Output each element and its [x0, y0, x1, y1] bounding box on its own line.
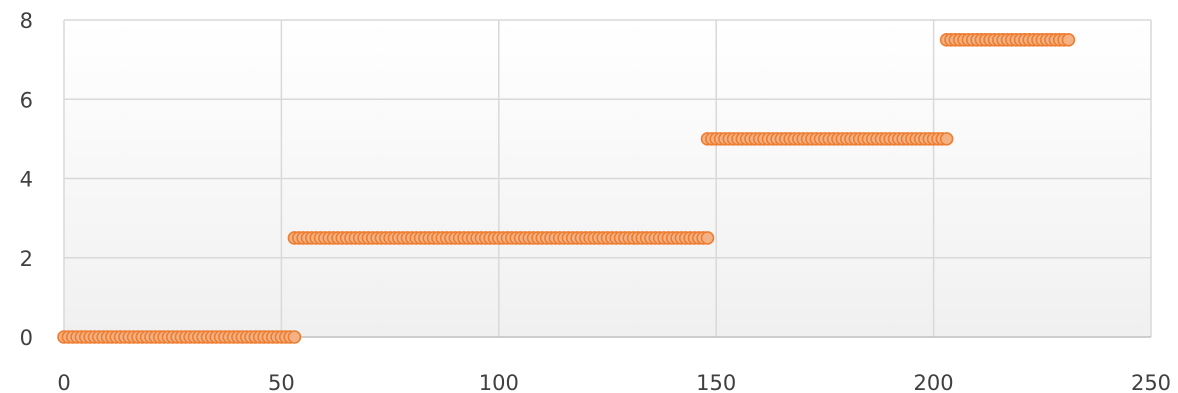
data-point [1061, 33, 1076, 47]
y-tick-label: 4 [20, 168, 33, 192]
y-tick-label: 6 [20, 88, 33, 112]
tick-labels: 0 50 100 150 200 250 0 2 4 6 8 [20, 9, 1171, 393]
y-tick-label: 2 [20, 247, 33, 271]
y-tick-label: 0 [20, 326, 33, 350]
data-point [700, 231, 715, 245]
gridlines [64, 19, 1152, 337]
data-point [939, 132, 954, 146]
x-tick-label: 250 [1131, 371, 1171, 393]
x-tick-label: 0 [57, 371, 70, 393]
x-tick-label: 200 [914, 371, 954, 393]
x-tick-label: 150 [696, 371, 736, 393]
x-tick-label: 50 [268, 371, 295, 393]
data-points [57, 33, 1076, 344]
data-point [287, 330, 302, 344]
y-tick-label: 8 [20, 9, 33, 33]
x-tick-label: 100 [479, 371, 519, 393]
